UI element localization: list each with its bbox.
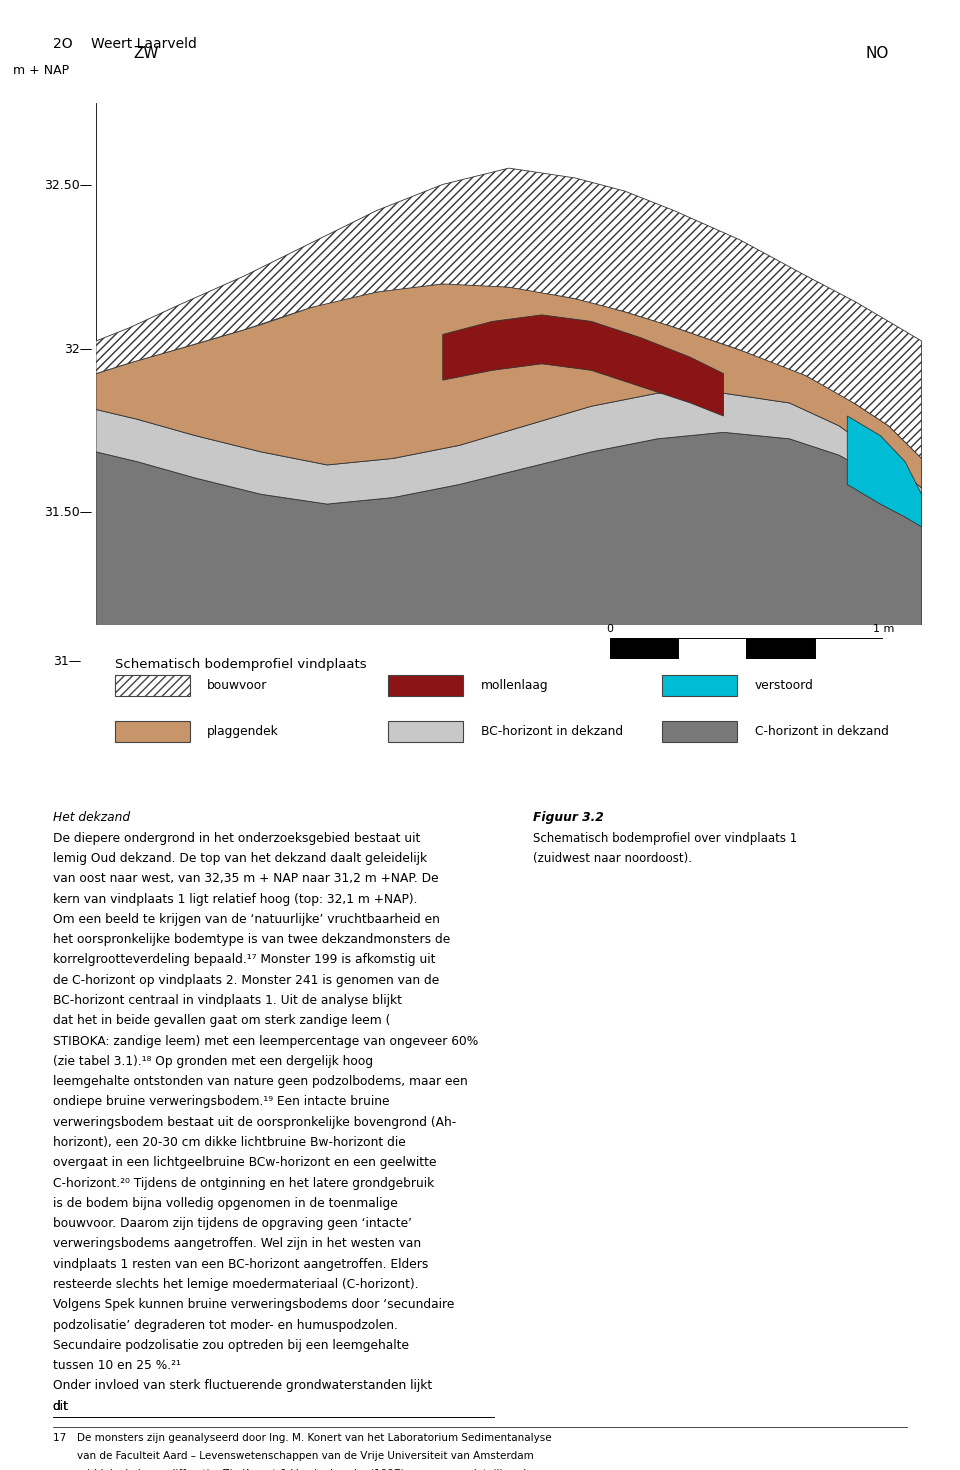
- Text: De diepere ondergrond in het onderzoeksgebied bestaat uit: De diepere ondergrond in het onderzoeksg…: [53, 832, 420, 845]
- Polygon shape: [96, 168, 922, 459]
- Text: verweringsbodem bestaat uit de oorspronkelijke bovengrond (Ah-: verweringsbodem bestaat uit de oorspronk…: [53, 1116, 456, 1129]
- Bar: [747, 638, 815, 659]
- Text: BC-horizont centraal in vindplaats 1. Uit de analyse blijkt: BC-horizont centraal in vindplaats 1. Ui…: [53, 994, 402, 1007]
- Text: overgaat in een lichtgeelbruine BCw-horizont en een geelwitte: overgaat in een lichtgeelbruine BCw-hori…: [53, 1157, 436, 1169]
- Text: podzolisatie’ degraderen tot moder- en humuspodzolen.: podzolisatie’ degraderen tot moder- en h…: [53, 1319, 397, 1332]
- Text: de C-horizont op vindplaats 2. Monster 241 is genomen van de: de C-horizont op vindplaats 2. Monster 2…: [53, 973, 439, 986]
- Text: Het dekzand: Het dekzand: [53, 811, 130, 825]
- Text: bouwvoor. Daarom zijn tijdens de opgraving geen ‘intacte’: bouwvoor. Daarom zijn tijdens de opgravi…: [53, 1217, 412, 1230]
- Bar: [662, 720, 737, 742]
- Text: (zie tabel 3.1).¹⁸ Op gronden met een dergelijk hoog: (zie tabel 3.1).¹⁸ Op gronden met een de…: [53, 1055, 372, 1067]
- Text: C-horizont in dekzand: C-horizont in dekzand: [755, 725, 889, 738]
- Bar: [610, 638, 678, 659]
- Text: 0: 0: [606, 623, 613, 634]
- Bar: [678, 638, 747, 659]
- Text: resteerde slechts het lemige moedermateriaal (C-horizont).: resteerde slechts het lemige moedermater…: [53, 1277, 419, 1291]
- Text: m + NAP: m + NAP: [13, 63, 69, 76]
- Text: Onder invloed van sterk fluctuerende grondwaterstanden lijkt: Onder invloed van sterk fluctuerende gro…: [53, 1379, 432, 1392]
- Text: het oorspronkelijke bodemtype is van twee dekzandmonsters de: het oorspronkelijke bodemtype is van twe…: [53, 933, 450, 947]
- Text: verweringsbodems aangetroffen. Wel zijn in het westen van: verweringsbodems aangetroffen. Wel zijn …: [53, 1238, 420, 1251]
- Text: kern van vindplaats 1 ligt relatief hoog (top: 32,1 m +NAP).: kern van vindplaats 1 ligt relatief hoog…: [53, 892, 418, 906]
- Text: BC-horizont in dekzand: BC-horizont in dekzand: [481, 725, 623, 738]
- Text: Schematisch bodemprofiel over vindplaats 1: Schematisch bodemprofiel over vindplaats…: [533, 832, 797, 845]
- Text: bouwvoor: bouwvoor: [207, 679, 268, 692]
- Text: is de bodem bijna volledig opgenomen in de toenmalige: is de bodem bijna volledig opgenomen in …: [53, 1197, 397, 1210]
- Bar: [389, 675, 464, 697]
- Text: 2O: 2O: [53, 37, 72, 51]
- Text: dit: dit: [53, 1399, 69, 1413]
- Text: korrelgrootteverdeling bepaald.¹⁷ Monster 199 is afkomstig uit: korrelgrootteverdeling bepaald.¹⁷ Monste…: [53, 954, 435, 966]
- Bar: [389, 720, 464, 742]
- Text: lemig Oud dekzand. De top van het dekzand daalt geleidelijk: lemig Oud dekzand. De top van het dekzan…: [53, 853, 427, 864]
- Text: 17: 17: [53, 1433, 73, 1444]
- Text: Figuur 3.2: Figuur 3.2: [533, 811, 604, 825]
- Text: Secundaire podzolisatie zou optreden bij een leemgehalte: Secundaire podzolisatie zou optreden bij…: [53, 1339, 409, 1352]
- Text: 31—: 31—: [53, 654, 81, 667]
- Text: C-horizont.²⁰ Tijdens de ontginning en het latere grondgebruik: C-horizont.²⁰ Tijdens de ontginning en h…: [53, 1176, 434, 1189]
- Text: dat het in beide gevallen gaat om sterk zandige leem (: dat het in beide gevallen gaat om sterk …: [53, 1014, 390, 1028]
- Polygon shape: [96, 392, 922, 504]
- Bar: [114, 675, 190, 697]
- Text: plaggendek: plaggendek: [207, 725, 279, 738]
- Bar: [662, 675, 737, 697]
- Bar: [815, 638, 883, 659]
- Text: van de Faculteit Aard – Levenswetenschappen van de Vrije Universiteit van Amster: van de Faculteit Aard – Levenswetenschap…: [77, 1451, 534, 1461]
- Polygon shape: [848, 416, 922, 526]
- Text: Schematisch bodemprofiel vindplaats: Schematisch bodemprofiel vindplaats: [114, 657, 367, 670]
- Polygon shape: [96, 432, 922, 673]
- Text: van oost naar west, van 32,35 m + NAP naar 31,2 m +NAP. De: van oost naar west, van 32,35 m + NAP na…: [53, 872, 439, 885]
- Text: NO: NO: [865, 46, 889, 62]
- Bar: [114, 720, 190, 742]
- Text: Volgens Spek kunnen bruine verweringsbodems door ‘secundaire: Volgens Spek kunnen bruine verweringsbod…: [53, 1298, 454, 1311]
- Text: ondiepe bruine verweringsbodem.¹⁹ Een intacte bruine: ondiepe bruine verweringsbodem.¹⁹ Een in…: [53, 1095, 390, 1108]
- Text: ZW: ZW: [133, 46, 158, 62]
- Text: horizont), een 20-30 cm dikke lichtbruine Bw-horizont die: horizont), een 20-30 cm dikke lichtbruin…: [53, 1136, 405, 1150]
- Text: dit: dit: [53, 1399, 69, 1413]
- Text: Om een beeld te krijgen van de ‘natuurlijke’ vruchtbaarheid en: Om een beeld te krijgen van de ‘natuurli…: [53, 913, 440, 926]
- Text: 1 m: 1 m: [873, 623, 894, 634]
- Text: tussen 10 en 25 %.²¹: tussen 10 en 25 %.²¹: [53, 1360, 180, 1372]
- Text: vindplaats 1 resten van een BC-horizont aangetroffen. Elders: vindplaats 1 resten van een BC-horizont …: [53, 1258, 428, 1270]
- Text: leemgehalte ontstonden van nature geen podzolbodems, maar een: leemgehalte ontstonden van nature geen p…: [53, 1075, 468, 1088]
- Text: Weert Laarveld: Weert Laarveld: [91, 37, 197, 51]
- Text: STIBOKA: zandige leem) met een leempercentage van ongeveer 60%: STIBOKA: zandige leem) met een leemperce…: [53, 1035, 478, 1048]
- Text: De monsters zijn geanalyseerd door Ing. M. Konert van het Laboratorium Sedimenta: De monsters zijn geanalyseerd door Ing. …: [77, 1433, 551, 1444]
- Text: verstoord: verstoord: [755, 679, 814, 692]
- Polygon shape: [96, 282, 922, 488]
- Text: mollenlaag: mollenlaag: [481, 679, 549, 692]
- Text: (zuidwest naar noordoost).: (zuidwest naar noordoost).: [533, 853, 692, 864]
- Polygon shape: [443, 315, 724, 416]
